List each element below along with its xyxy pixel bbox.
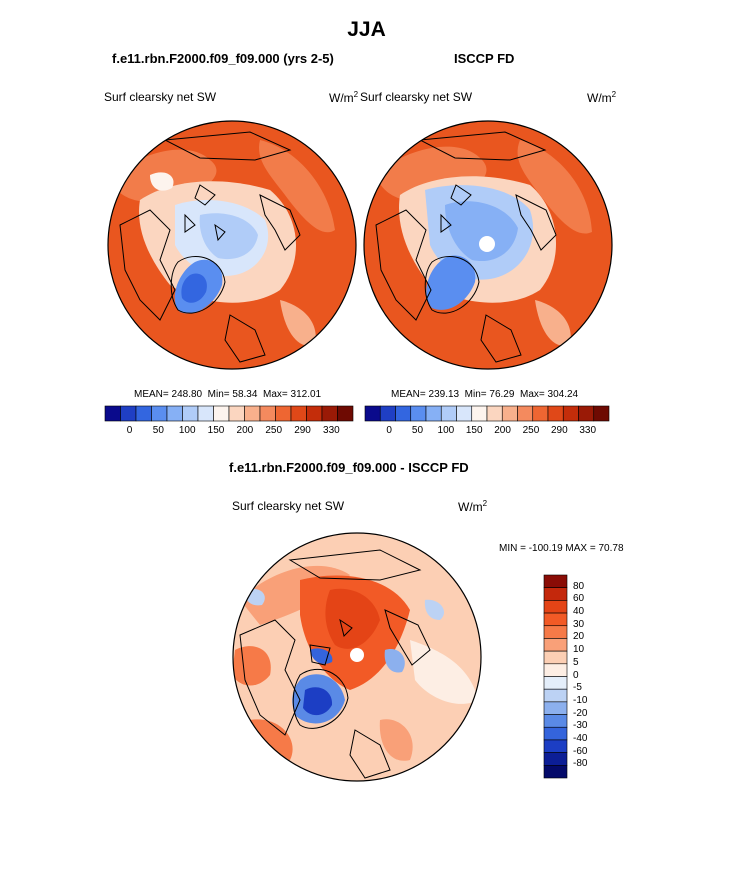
model-colorbar-cell — [135, 405, 152, 422]
obs-variable-label: Surf clearsky net SW — [360, 90, 473, 104]
obs-colorbar-cell — [425, 405, 442, 422]
obs-colorbar-tick: 150 — [465, 425, 483, 436]
obs-colorbar-cell — [593, 405, 610, 422]
diff-panel-title: f.e11.rbn.F2000.f09_f09.000 - ISCCP FD — [229, 460, 469, 475]
diff-colorbar-cell — [543, 625, 568, 639]
model-colorbar-tick: 290 — [294, 425, 311, 436]
diff-colorbar-cell — [543, 650, 568, 665]
diff-colorbar-tick: -40 — [573, 732, 588, 744]
model-variable-label: Surf clearsky net SW — [104, 90, 217, 104]
model-colorbar-tick: 200 — [236, 425, 254, 436]
model-colorbar-cell — [182, 405, 199, 422]
obs-map — [363, 120, 613, 370]
diff-colorbar-cell — [543, 600, 568, 614]
diff-colorbar-tick: -80 — [573, 758, 588, 770]
diff-colorbar — [543, 574, 568, 779]
obs-colorbar-cell — [364, 405, 381, 422]
model-units-label: W/m2 — [329, 90, 359, 105]
diff-map — [232, 532, 482, 782]
model-colorbar-cell — [151, 405, 168, 422]
obs-colorbar-cell — [440, 405, 457, 422]
model-colorbar-cell — [166, 405, 183, 422]
diff-colorbar-cell — [543, 726, 568, 741]
model-panel-title: f.e11.rbn.F2000.f09_f09.000 (yrs 2-5) — [112, 51, 334, 66]
diff-colorbar-cell — [543, 676, 568, 690]
model-colorbar-cell — [306, 405, 323, 422]
obs-colorbar-cell — [578, 405, 595, 422]
diff-colorbar-tick: 80 — [573, 580, 585, 592]
model-colorbar-tick: 100 — [178, 425, 196, 436]
diff-colorbar-tick: 20 — [573, 631, 585, 643]
diff-colorbar-tick: 0 — [573, 669, 579, 681]
obs-colorbar — [364, 405, 610, 422]
obs-stats: MEAN= 239.13 Min= 76.29 Max= 304.24 — [391, 389, 579, 400]
obs-colorbar-tick: 200 — [494, 425, 511, 436]
model-map — [107, 120, 357, 370]
obs-colorbar-tick: 290 — [551, 425, 568, 436]
diff-colorbar-cell — [543, 612, 568, 627]
model-colorbar-cell — [213, 405, 230, 422]
obs-panel-title: ISCCP FD — [454, 51, 515, 66]
diff-variable-label: Surf clearsky net SW — [232, 499, 345, 513]
diff-colorbar-tick: -5 — [573, 682, 582, 694]
obs-colorbar-cell — [501, 405, 518, 422]
obs-colorbar-cell — [547, 405, 564, 422]
model-colorbar-cell — [321, 405, 338, 422]
obs-colorbar-tick: 0 — [386, 425, 392, 436]
model-stats: MEAN= 248.80 Min= 58.34 Max= 312.01 — [134, 389, 322, 400]
diff-colorbar-tick: 30 — [573, 618, 585, 630]
model-colorbar-cell — [275, 405, 292, 422]
model-colorbar-tick: 330 — [323, 425, 340, 436]
diff-colorbar-tick: -30 — [573, 720, 588, 732]
diff-colorbar-cell — [543, 688, 568, 703]
model-colorbar-tick: 150 — [207, 425, 225, 436]
obs-colorbar-cell — [410, 405, 427, 422]
diff-colorbar-tick: -20 — [573, 707, 588, 719]
obs-colorbar-tick: 100 — [437, 425, 455, 436]
obs-colorbar-cell — [395, 405, 412, 422]
diff-colorbar-tick: -10 — [573, 694, 588, 706]
obs-colorbar-cell — [456, 405, 473, 422]
obs-colorbar-tick: 330 — [579, 425, 597, 436]
obs-colorbar-cell — [562, 405, 579, 422]
model-colorbar-cell — [244, 405, 261, 422]
model-colorbar-cell — [337, 405, 354, 422]
obs-colorbar-cell — [379, 405, 396, 422]
model-colorbar-cell — [197, 405, 214, 422]
diff-colorbar-tick: 40 — [573, 606, 585, 618]
diff-colorbar-cell — [543, 739, 568, 753]
diff-colorbar-cell — [543, 752, 568, 766]
diff-units-label: W/m2 — [458, 499, 488, 514]
model-colorbar-tick: 250 — [265, 425, 283, 436]
model-colorbar-cell — [290, 405, 307, 422]
diff-colorbar-tick: -60 — [573, 745, 588, 757]
obs-colorbar-cell — [532, 405, 549, 422]
model-colorbar-cell — [228, 405, 245, 422]
diff-colorbar-cell — [543, 701, 568, 715]
model-colorbar — [104, 405, 354, 422]
obs-colorbar-tick: 50 — [411, 425, 424, 436]
model-colorbar-cell — [104, 405, 121, 422]
obs-units-label: W/m2 — [587, 90, 617, 105]
diff-colorbar-cell — [543, 765, 568, 779]
diff-colorbar-tick: 5 — [573, 656, 579, 668]
obs-colorbar-cell — [486, 405, 503, 422]
diff-colorbar-tick: 10 — [573, 644, 585, 656]
diff-colorbar-cell — [543, 587, 568, 601]
figure-title: JJA — [347, 18, 386, 41]
model-colorbar-cell — [120, 405, 137, 422]
obs-colorbar-cell — [471, 405, 488, 422]
diff-minmax: MIN = -100.19 MAX = 70.78 — [499, 543, 624, 554]
diff-colorbar-cell — [543, 574, 568, 588]
model-colorbar-tick: 0 — [126, 425, 133, 436]
model-colorbar-tick: 50 — [152, 425, 164, 436]
obs-colorbar-cell — [517, 405, 534, 422]
diff-colorbar-cell — [543, 663, 568, 677]
obs-colorbar-tick: 250 — [522, 425, 540, 436]
diff-colorbar-cell — [543, 638, 568, 652]
model-colorbar-cell — [259, 405, 276, 422]
diff-colorbar-tick: 60 — [573, 593, 585, 605]
diff-colorbar-cell — [543, 714, 568, 728]
